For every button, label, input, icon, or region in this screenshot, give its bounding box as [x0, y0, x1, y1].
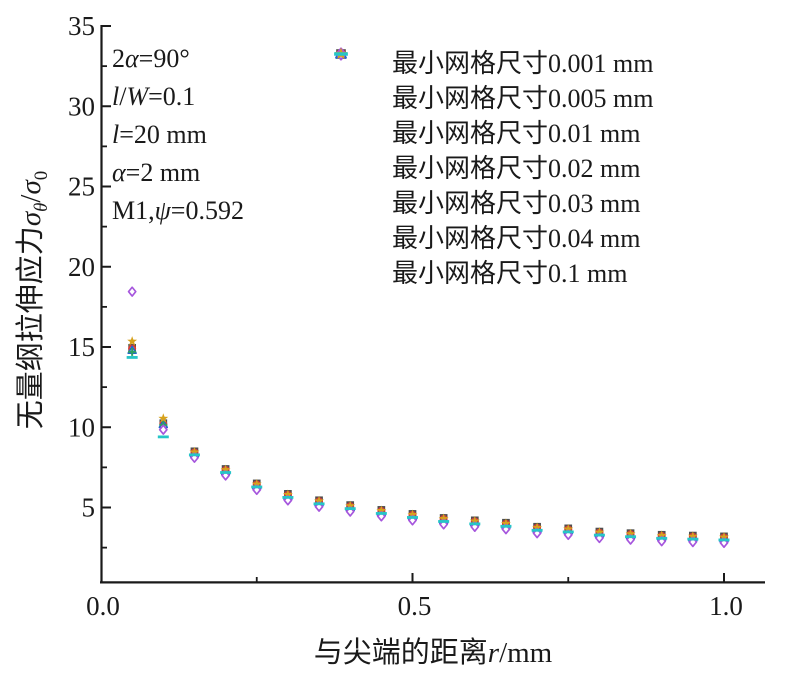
y-tick-label: 30	[68, 91, 95, 121]
data-point-star	[532, 522, 543, 532]
legend-row: 最小网格尺寸0.01 mm	[330, 47, 653, 149]
data-point-star	[594, 527, 605, 537]
y-tick-label: 5	[82, 493, 96, 523]
data-point-star	[719, 531, 729, 542]
annotation-line: M1,ψ=0.592	[112, 196, 244, 225]
legend: 最小网格尺寸0.001 mm 最小网格尺寸0.005 mm 最小网格尺寸0.01 m…	[330, 44, 653, 289]
legend-row: 最小网格尺寸0.001 mm	[330, 44, 653, 79]
legend-plus-icon	[330, 49, 358, 177]
legend-open-diamond-icon	[330, 47, 358, 212]
y-tick-label: 20	[68, 252, 95, 282]
y-tick-label: 35	[68, 11, 95, 41]
data-point-star	[220, 464, 231, 474]
legend-row: 最小网格尺寸0.02 mm	[330, 49, 653, 184]
x-tick-label: 0.0	[86, 591, 120, 621]
annotation-line: l=20 mm	[112, 120, 207, 149]
data-point-star	[158, 413, 169, 423]
legend-label: 最小网格尺寸0.005 mm	[392, 84, 654, 113]
data-point-star	[563, 523, 574, 534]
legend-row: 最小网格尺寸0.03 mm	[330, 47, 653, 219]
y-axis-title: 无量纲拉伸应力σθ/σ0	[15, 170, 52, 430]
legend-row: 最小网格尺寸0.005 mm	[330, 49, 654, 114]
data-point-star	[469, 515, 480, 526]
data-point-open-diamond	[688, 536, 698, 548]
legend-open-triangle-icon	[330, 47, 358, 142]
data-point-star	[625, 528, 636, 539]
y-tick-label: 25	[68, 172, 95, 202]
legend-label: 最小网格尺寸0.1 mm	[392, 259, 628, 288]
data-point-open-diamond	[314, 501, 324, 512]
data-point-star	[407, 509, 418, 519]
data-point-open-diamond	[376, 511, 386, 522]
data-point-open-diamond	[127, 286, 137, 297]
data-point-star	[251, 479, 262, 489]
legend-star-icon	[330, 47, 358, 247]
data-point-open-diamond	[158, 424, 168, 435]
legend-label: 最小网格尺寸0.04 mm	[392, 224, 641, 253]
data-point-star	[345, 500, 356, 511]
legend-dash-icon	[330, 52, 358, 282]
data-point-star	[438, 513, 449, 523]
legend-label: 最小网格尺寸0.02 mm	[392, 154, 641, 183]
legend-label: 最小网格尺寸0.03 mm	[392, 189, 641, 218]
legend-row: 最小网格尺寸0.04 mm	[330, 47, 653, 254]
annotation-line: α=2 mm	[112, 158, 201, 187]
data-point-star	[282, 489, 293, 499]
data-point-star	[501, 518, 511, 528]
data-point-open-diamond	[345, 506, 355, 517]
y-tick-label: 15	[68, 332, 95, 362]
data-point-star	[127, 336, 138, 346]
data-point-star	[656, 530, 667, 540]
data-point-star	[376, 505, 387, 515]
legend-label: 最小网格尺寸0.01 mm	[392, 119, 641, 148]
x-axis-title: 与尖端的距离r/mm	[313, 637, 553, 669]
data-point-plus	[128, 347, 137, 356]
legend-row: 最小网格尺寸0.1 mm	[330, 52, 653, 289]
annotation-block: 2α=90° l/W=0.1 l=20 mm α=2 mm M1,ψ=0.592	[112, 40, 244, 230]
data-point-star	[314, 495, 324, 506]
data-point-star	[687, 531, 698, 541]
legend-label: 最小网格尺寸0.001 mm	[392, 49, 654, 78]
x-tick-label: 1.0	[709, 591, 743, 621]
annotation-line: 2α=90°	[112, 44, 190, 73]
x-tick-label: 0.5	[398, 591, 432, 621]
annotation-line: l/W=0.1	[112, 82, 196, 111]
data-point-open-diamond	[532, 527, 542, 539]
y-tick-label: 10	[68, 412, 95, 442]
legend-open-circle-icon	[330, 49, 358, 107]
data-point-star	[189, 446, 200, 457]
